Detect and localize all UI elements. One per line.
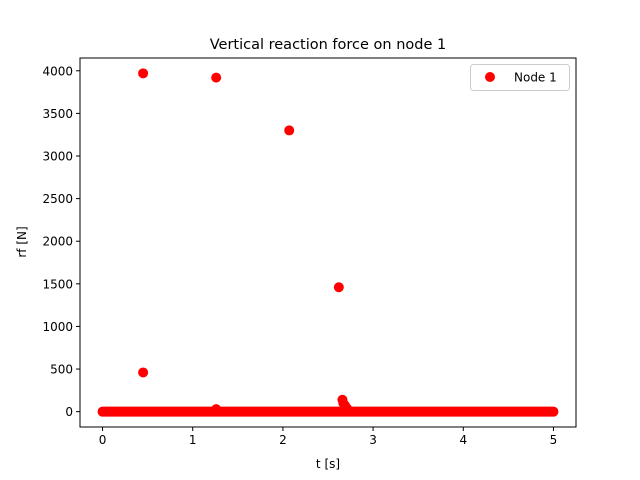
y-tick-label: 500	[50, 363, 73, 377]
y-tick-label: 4000	[42, 64, 73, 78]
data-point	[138, 367, 149, 378]
data-point	[138, 68, 149, 79]
data-point	[211, 404, 222, 415]
data-point	[284, 125, 295, 136]
x-axis-label: t [s]	[316, 457, 340, 471]
x-axis: 0 1 2 3 4 5	[99, 427, 558, 447]
legend-marker	[485, 72, 495, 82]
x-tick-label: 1	[189, 433, 197, 447]
plot-area	[97, 68, 559, 417]
y-tick-label: 3000	[42, 150, 73, 164]
y-tick-label: 1000	[42, 320, 73, 334]
legend: Node 1	[470, 64, 570, 91]
y-axis-label: rf [N]	[15, 226, 29, 257]
data-point	[333, 282, 344, 293]
x-tick-label: 3	[369, 433, 377, 447]
legend-label-node-1: Node 1	[514, 71, 557, 85]
y-tick-label: 0	[65, 405, 73, 419]
chart-title: Vertical reaction force on node 1	[210, 37, 447, 53]
y-tick-label: 3500	[42, 107, 73, 121]
x-tick-label: 0	[99, 433, 107, 447]
y-tick-label: 2000	[42, 235, 73, 249]
axes-frame	[79, 57, 577, 428]
y-axis: 0 500 1000 1500 2000 2500 3000 3500 4000	[42, 64, 80, 419]
x-tick-label: 5	[550, 433, 558, 447]
data-point	[341, 403, 352, 414]
y-tick-label: 1500	[42, 277, 73, 291]
legend-frame	[470, 64, 570, 91]
y-tick-label: 2500	[42, 192, 73, 206]
data-point	[211, 72, 222, 83]
x-tick-label: 2	[279, 433, 287, 447]
x-tick-label: 4	[459, 433, 467, 447]
